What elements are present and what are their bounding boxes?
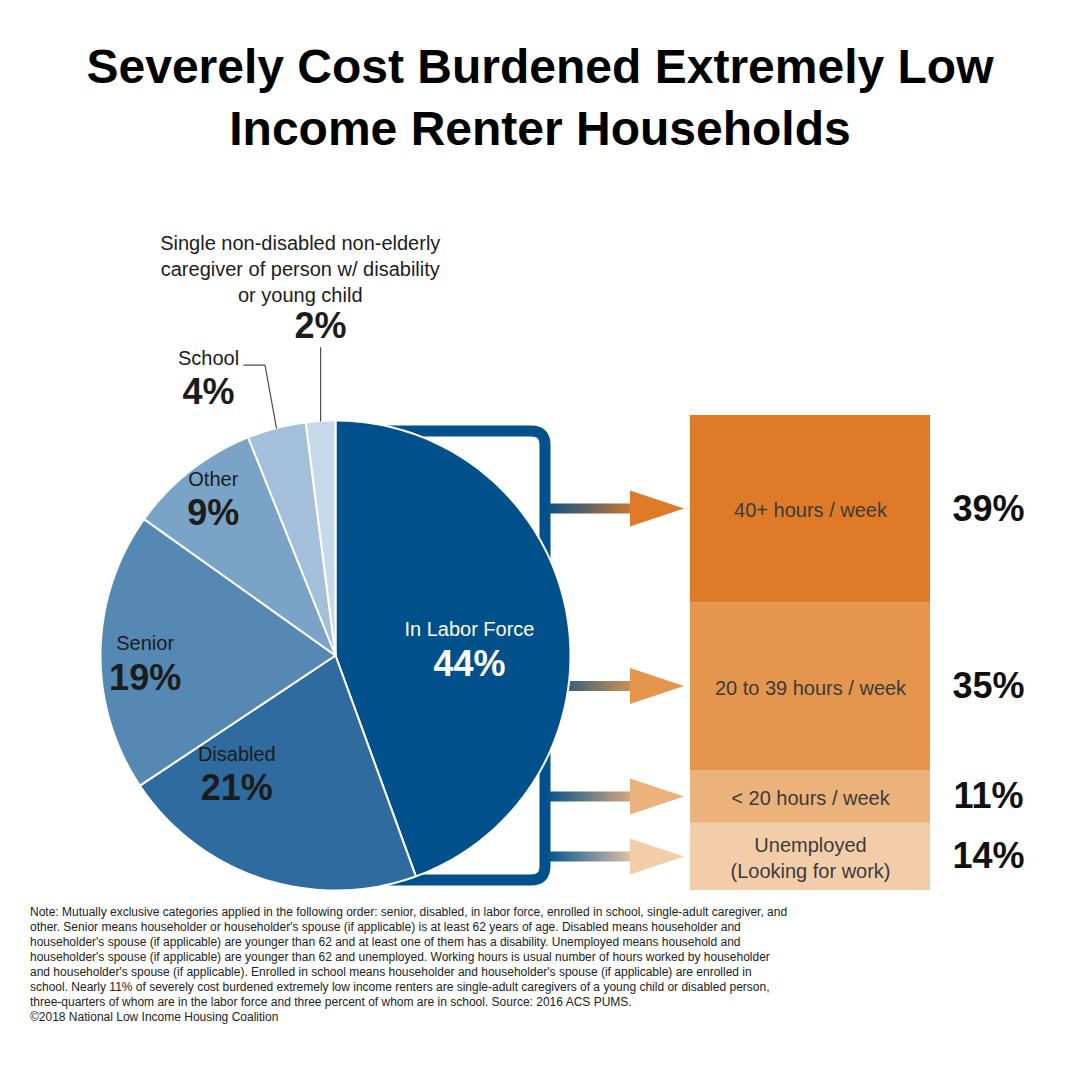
html-text:Severely Cost Burdened Extreme: Severely Cost Burdened Extremely Low Inc… xyxy=(86,40,994,155)
svg-text:< 20 hours / week: < 20 hours / week xyxy=(731,787,890,809)
svg-text:11%: 11% xyxy=(953,775,1023,816)
svg-text:14%: 14% xyxy=(952,835,1024,876)
svg-text:19%: 19% xyxy=(109,657,181,698)
svg-text:Disabled: Disabled xyxy=(198,743,276,765)
svg-text:20 to 39 hours / week: 20 to 39 hours / week xyxy=(715,677,907,699)
svg-text:Other: Other xyxy=(188,468,238,490)
html-text:©2018 National Low Income Hous: ©2018 National Low Income Housing Coalit… xyxy=(30,1010,279,1024)
svg-text:2%: 2% xyxy=(295,305,347,346)
svg-text:Single non-disabled non-elderl: Single non-disabled non-elderlycaregiver… xyxy=(160,232,440,306)
svg-text:21%: 21% xyxy=(201,767,273,808)
svg-text:Unemployed(Looking for work): Unemployed(Looking for work) xyxy=(730,834,890,882)
svg-text:4%: 4% xyxy=(183,371,235,412)
svg-text:School: School xyxy=(178,347,239,369)
svg-text:35%: 35% xyxy=(952,665,1024,706)
html-text:Note: Mutually exclusive categ: Note: Mutually exclusive categories appl… xyxy=(30,905,788,1009)
svg-text:9%: 9% xyxy=(187,492,239,533)
svg-text:44%: 44% xyxy=(433,643,505,684)
svg-text:Senior: Senior xyxy=(116,632,174,654)
svg-text:In Labor Force: In Labor Force xyxy=(404,618,534,640)
svg-text:40+ hours / week: 40+ hours / week xyxy=(734,499,888,521)
svg-text:39%: 39% xyxy=(952,488,1024,529)
